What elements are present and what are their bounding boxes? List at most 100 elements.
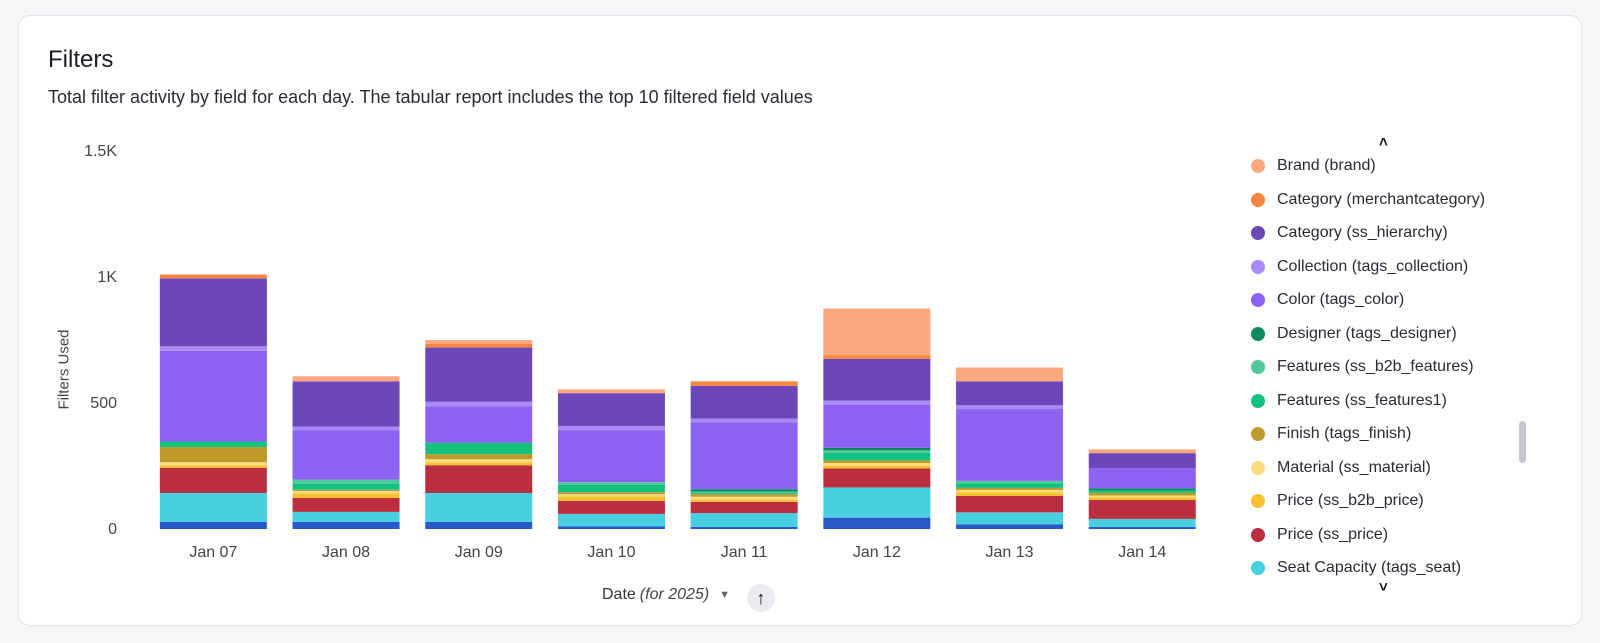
legend-scrollbar[interactable] bbox=[1519, 421, 1526, 463]
bar-segment[interactable] bbox=[159, 441, 267, 448]
bar-segment[interactable] bbox=[1088, 488, 1196, 491]
bar-segment[interactable] bbox=[557, 482, 665, 485]
legend-item[interactable]: Category (ss_hierarchy) bbox=[1251, 221, 1448, 245]
bar-segment[interactable] bbox=[823, 460, 931, 463]
chevron-up-icon[interactable]: ˄ bbox=[1379, 134, 1388, 151]
bar-segment[interactable] bbox=[1088, 518, 1196, 527]
legend-item[interactable]: Price (ss_b2b_price) bbox=[1251, 489, 1424, 513]
bar-segment[interactable] bbox=[425, 465, 533, 493]
bar-segment[interactable] bbox=[823, 487, 931, 518]
legend-item[interactable]: Seat Capacity (tags_seat) bbox=[1251, 556, 1461, 580]
bar-segment[interactable] bbox=[956, 480, 1064, 484]
bar-segment[interactable] bbox=[425, 442, 533, 455]
bar-segment[interactable] bbox=[690, 499, 798, 502]
bar-segment[interactable] bbox=[956, 512, 1064, 525]
legend-item[interactable]: Category (merchantcategory) bbox=[1251, 188, 1485, 212]
bar-segment[interactable] bbox=[1088, 468, 1196, 489]
bar-segment[interactable] bbox=[557, 430, 665, 483]
bar-segment[interactable] bbox=[159, 350, 267, 442]
bar-segment[interactable] bbox=[557, 513, 665, 527]
bar-segment[interactable] bbox=[159, 492, 267, 522]
bar-segment[interactable] bbox=[956, 495, 1064, 513]
bar-segment[interactable] bbox=[823, 450, 931, 453]
caret-down-icon[interactable]: ▼ bbox=[719, 589, 731, 601]
bar-segment[interactable] bbox=[823, 466, 931, 469]
bar-segment[interactable] bbox=[292, 430, 400, 480]
bar-segment[interactable] bbox=[159, 447, 267, 463]
bar-segment[interactable] bbox=[690, 491, 798, 493]
sort-ascending-button[interactable]: ↑ bbox=[747, 584, 775, 612]
bar-segment[interactable] bbox=[557, 500, 665, 514]
bar-segment[interactable] bbox=[159, 521, 267, 529]
legend-item[interactable]: Finish (tags_finish) bbox=[1251, 422, 1411, 446]
bar-segment[interactable] bbox=[292, 479, 400, 484]
bar-segment[interactable] bbox=[690, 501, 798, 514]
bar-segment[interactable] bbox=[159, 274, 267, 279]
bar-segment[interactable] bbox=[159, 467, 267, 493]
bar-segment[interactable] bbox=[1088, 492, 1196, 496]
x-axis-title[interactable]: Date (for 2025) ▼ bbox=[602, 586, 730, 604]
legend-item[interactable]: Color (tags_color) bbox=[1251, 288, 1404, 312]
bar-segment[interactable] bbox=[425, 454, 533, 460]
bar-segment[interactable] bbox=[425, 521, 533, 529]
bar-segment[interactable] bbox=[690, 422, 798, 490]
bar-segment[interactable] bbox=[425, 462, 533, 466]
bar-segment[interactable] bbox=[823, 308, 931, 356]
bar-segment[interactable] bbox=[557, 492, 665, 495]
bar-segment[interactable] bbox=[956, 487, 1064, 490]
bar-segment[interactable] bbox=[690, 418, 798, 423]
bar-segment[interactable] bbox=[1088, 495, 1196, 498]
bar-segment[interactable] bbox=[1088, 449, 1196, 454]
bar-segment[interactable] bbox=[823, 468, 931, 488]
bar-segment[interactable] bbox=[292, 493, 400, 499]
bar-segment[interactable] bbox=[1088, 490, 1196, 493]
bar-segment[interactable] bbox=[823, 358, 931, 401]
bar-segment[interactable] bbox=[823, 462, 931, 466]
legend-item[interactable]: Price (ss_price) bbox=[1251, 523, 1388, 547]
bar-segment[interactable] bbox=[823, 355, 931, 359]
bar-segment[interactable] bbox=[557, 484, 665, 493]
bar-segment[interactable] bbox=[823, 447, 931, 451]
bar-segment[interactable] bbox=[690, 496, 798, 500]
bar-segment[interactable] bbox=[425, 401, 533, 407]
bar-segment[interactable] bbox=[557, 425, 665, 431]
bar-segment[interactable] bbox=[425, 406, 533, 443]
bar-segment[interactable] bbox=[159, 462, 267, 466]
bar-segment[interactable] bbox=[557, 496, 665, 501]
bar-segment[interactable] bbox=[425, 347, 533, 402]
bar-segment[interactable] bbox=[690, 385, 798, 419]
bar-segment[interactable] bbox=[823, 400, 931, 406]
bar-segment[interactable] bbox=[292, 381, 400, 427]
bar-segment[interactable] bbox=[956, 489, 1064, 493]
bar-segment[interactable] bbox=[823, 517, 931, 529]
bar-segment[interactable] bbox=[690, 489, 798, 492]
bar-segment[interactable] bbox=[956, 381, 1064, 406]
legend-item[interactable]: Features (ss_b2b_features) bbox=[1251, 355, 1474, 379]
bar-segment[interactable] bbox=[292, 490, 400, 494]
bar-segment[interactable] bbox=[425, 340, 533, 344]
bar-segment[interactable] bbox=[956, 492, 1064, 496]
bar-segment[interactable] bbox=[159, 465, 267, 468]
legend-item[interactable]: Designer (tags_designer) bbox=[1251, 322, 1457, 346]
bar-segment[interactable] bbox=[956, 405, 1064, 410]
bar-segment[interactable] bbox=[425, 343, 533, 348]
bar-segment[interactable] bbox=[690, 526, 798, 529]
bar-segment[interactable] bbox=[557, 526, 665, 529]
legend-item[interactable]: Material (ss_material) bbox=[1251, 456, 1431, 480]
bar-segment[interactable] bbox=[292, 511, 400, 522]
bar-segment[interactable] bbox=[1088, 497, 1196, 501]
bar-segment[interactable] bbox=[1088, 526, 1196, 529]
bar-segment[interactable] bbox=[159, 278, 267, 347]
bar-segment[interactable] bbox=[292, 483, 400, 490]
bar-segment[interactable] bbox=[690, 494, 798, 497]
bar-segment[interactable] bbox=[690, 513, 798, 527]
bar-segment[interactable] bbox=[557, 393, 665, 426]
bar-segment[interactable] bbox=[292, 498, 400, 512]
bar-segment[interactable] bbox=[292, 426, 400, 431]
bar-segment[interactable] bbox=[425, 492, 533, 522]
bar-segment[interactable] bbox=[557, 494, 665, 497]
bar-segment[interactable] bbox=[956, 367, 1064, 382]
bar-segment[interactable] bbox=[159, 346, 267, 351]
bar-segment[interactable] bbox=[823, 452, 931, 461]
chevron-down-icon[interactable]: ˅ bbox=[1379, 579, 1388, 596]
